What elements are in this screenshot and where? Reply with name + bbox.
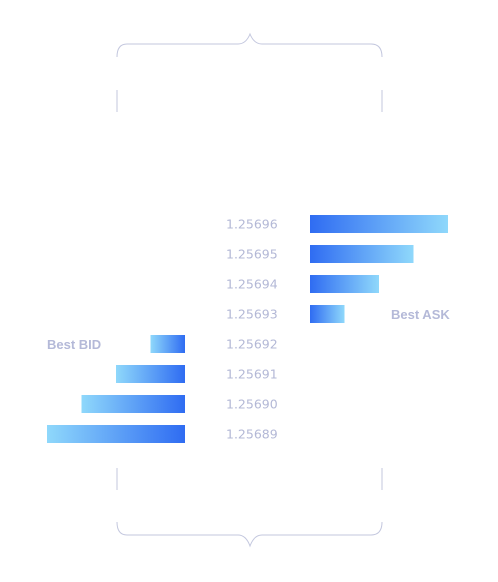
price-label: 1.25694 [226,277,278,292]
ask-bars [310,215,448,323]
bottom-brace [116,521,383,548]
ask-bar [310,245,414,263]
price-label: 1.25691 [226,367,278,382]
price-label: 1.25696 [226,217,278,232]
price-label: 1.25690 [226,397,278,412]
price-label: 1.25693 [226,307,278,322]
bid-bar [116,365,185,383]
best-ask-label: Best ASK [391,307,450,322]
bid-bar [47,425,185,443]
bid-bar [150,335,185,353]
best-bid-label: Best BID [47,337,101,352]
price-label: 1.25692 [226,337,278,352]
price-labels: 1.25696 1.25695 1.25694 1.25693 1.25692 1.256… [226,217,278,442]
ask-bar [310,305,345,323]
ask-bar [310,215,448,233]
bid-bars [47,335,185,443]
ask-bar [310,275,379,293]
top-brace [116,32,383,58]
bid-bar [81,395,185,413]
price-label: 1.25695 [226,247,278,262]
price-label: 1.25689 [226,427,278,442]
